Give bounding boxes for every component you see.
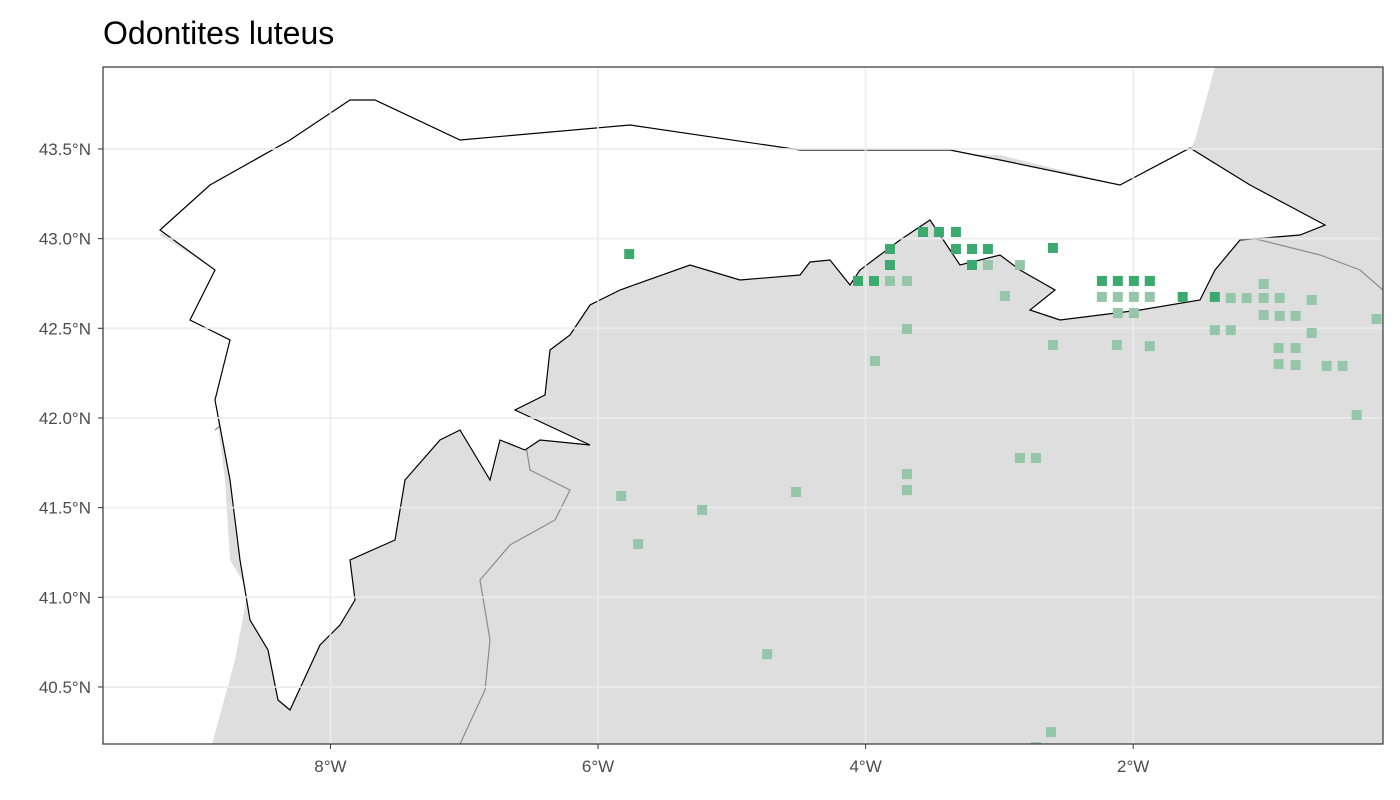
occurrence-point	[1274, 292, 1285, 303]
occurrence-point	[1321, 360, 1332, 371]
occurrence-point	[1274, 310, 1285, 321]
occurrence-point	[1096, 275, 1107, 286]
occurrence-point	[1045, 727, 1056, 738]
occurrence-point	[1306, 327, 1317, 338]
occurrence-point	[884, 244, 895, 255]
occurrence-point	[933, 226, 944, 237]
x-tick-label: 6°W	[582, 757, 614, 776]
y-tick-label: 43.0°N	[39, 230, 91, 249]
occurrence-point	[624, 249, 635, 260]
occurrence-point	[1030, 742, 1041, 744]
occurrence-point	[1209, 291, 1220, 302]
y-tick-label: 41.5°N	[39, 499, 91, 518]
occurrence-point	[1096, 291, 1107, 302]
y-tick-label: 41.0°N	[39, 588, 91, 607]
y-tick-label: 42.5°N	[39, 319, 91, 338]
x-tick-label: 2°W	[1117, 757, 1149, 776]
occurrence-point	[1351, 410, 1362, 421]
occurrence-point	[1112, 291, 1123, 302]
occurrence-point	[1273, 359, 1284, 370]
occurrence-point	[918, 226, 929, 237]
occurrence-point	[1014, 452, 1025, 463]
occurrence-point	[1047, 242, 1058, 253]
x-tick-label: 4°W	[849, 757, 881, 776]
occurrence-point	[901, 469, 912, 480]
occurrence-point	[1112, 275, 1123, 286]
occurrence-point	[1128, 291, 1139, 302]
occurrence-point	[1047, 339, 1058, 350]
chart-title: Odontites luteus	[103, 15, 334, 51]
occurrence-point	[950, 244, 961, 255]
occurrence-point	[1290, 343, 1301, 354]
occurrence-point	[1258, 310, 1269, 321]
occurrence-point	[950, 226, 961, 237]
occurrence-point	[884, 275, 895, 286]
occurrence-point	[697, 504, 708, 515]
occurrence-point	[852, 275, 863, 286]
occurrence-point	[1144, 341, 1155, 352]
occurrence-point	[791, 487, 802, 498]
occurrence-point	[1337, 360, 1348, 371]
y-tick-label: 43.5°N	[39, 140, 91, 159]
occurrence-point	[1258, 278, 1269, 289]
occurrence-point	[966, 259, 977, 270]
occurrence-point	[1111, 339, 1122, 350]
occurrence-point	[616, 490, 627, 501]
basemap	[103, 67, 1383, 744]
occurrence-point	[1290, 360, 1301, 371]
occurrence-point	[1128, 308, 1139, 319]
occurrence-point	[982, 259, 993, 270]
occurrence-point	[1144, 275, 1155, 286]
occurrence-point	[966, 244, 977, 255]
occurrence-point	[982, 244, 993, 255]
occurrence-point	[869, 355, 880, 366]
occurrence-point	[1128, 275, 1139, 286]
occurrence-point	[1144, 291, 1155, 302]
occurrence-point	[1290, 310, 1301, 321]
x-tick-label: 8°W	[314, 757, 346, 776]
occurrence-point	[1177, 291, 1188, 302]
occurrence-point	[1209, 325, 1220, 336]
y-tick-label: 40.5°N	[39, 678, 91, 697]
occurrence-point	[1225, 292, 1236, 303]
occurrence-point	[1371, 313, 1382, 324]
occurrence-point	[1225, 325, 1236, 336]
occurrence-point	[1014, 259, 1025, 270]
axes: 8°W 6°W 4°W 2°W 40.5°N 41.0°N 41.5°N 42.0°N 42.5…	[39, 140, 1150, 776]
occurrence-point	[1030, 452, 1041, 463]
occurrence-point	[869, 275, 880, 286]
occurrence-point	[901, 275, 912, 286]
occurrence-point	[1258, 292, 1269, 303]
occurrence-point	[1306, 294, 1317, 305]
occurrence-point	[633, 539, 644, 550]
occurrence-point	[884, 259, 895, 270]
occurrence-point	[1273, 343, 1284, 354]
study-area	[159, 99, 1327, 711]
occurrence-point	[901, 485, 912, 496]
occurrence-point	[762, 649, 773, 660]
sea	[103, 67, 1215, 744]
points	[616, 226, 1382, 744]
occurrence-point	[901, 324, 912, 335]
occurrence-point	[1112, 308, 1123, 319]
occurrence-point	[1241, 292, 1252, 303]
occurrence-point	[999, 291, 1010, 302]
y-tick-label: 42.0°N	[39, 409, 91, 428]
panel-border	[102, 66, 1384, 745]
grid	[103, 67, 1383, 744]
